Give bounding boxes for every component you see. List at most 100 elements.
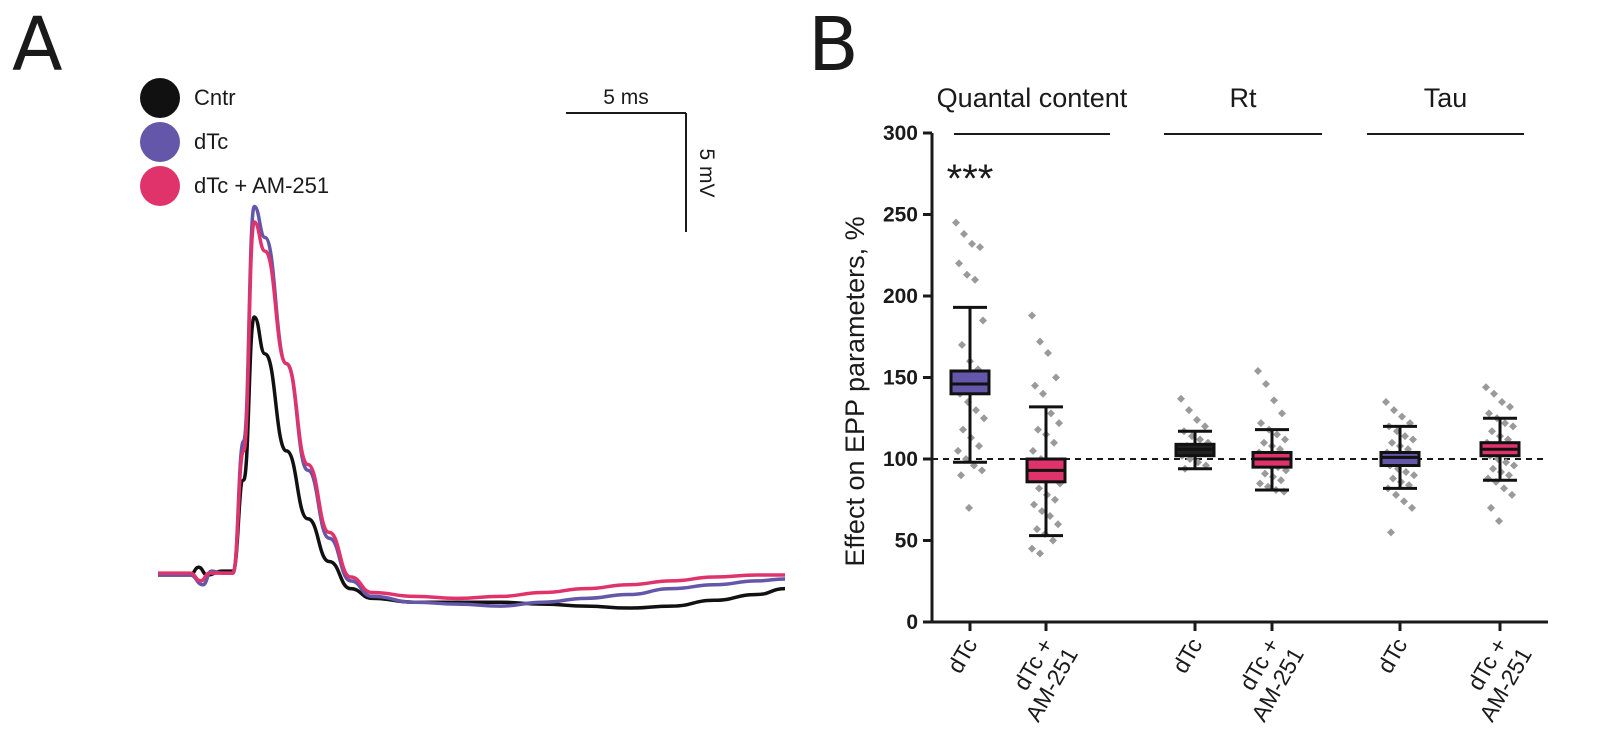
legend-label-dtc-am251: dTc + AM-251: [194, 173, 330, 198]
data-point: [1489, 464, 1497, 473]
data-point: [954, 446, 962, 455]
data-point: [1401, 432, 1409, 441]
data-point: [959, 425, 967, 434]
y-tick-label: 50: [895, 530, 918, 553]
data-point: [965, 503, 973, 512]
data-point: [1054, 520, 1062, 529]
data-point: [1278, 409, 1286, 418]
data-point: [972, 406, 980, 415]
legend: Cntr dTc dTc + AM-251: [140, 76, 329, 208]
data-point: [1490, 389, 1498, 398]
x-tick-label: dTc: [942, 634, 982, 678]
data-point: [1485, 409, 1493, 418]
data-point: [1254, 366, 1262, 375]
data-point: [968, 239, 976, 248]
group-title-rt: Rt: [1230, 83, 1257, 113]
box-quantal-content-dtc: [949, 218, 991, 512]
data-point: [1049, 536, 1057, 545]
data-point: [1028, 544, 1036, 553]
data-point: [1036, 337, 1044, 346]
data-point: [1277, 476, 1285, 485]
data-point: [1389, 474, 1397, 483]
data-point: [1201, 422, 1209, 431]
data-point: [1256, 479, 1264, 488]
data-point: [1177, 394, 1185, 403]
data-point: [952, 218, 960, 227]
data-point: [975, 441, 983, 450]
legend-item-dtc: dTc: [140, 120, 329, 164]
data-point: [1402, 468, 1410, 477]
data-point: [1488, 427, 1496, 436]
panel-a-label: A: [12, 2, 63, 88]
data-point: [1196, 435, 1204, 444]
data-point: [971, 275, 979, 284]
data-point: [1270, 396, 1278, 405]
trace-dtc-am-251: [158, 220, 785, 601]
data-point: [1487, 503, 1495, 512]
data-point: [1030, 500, 1038, 509]
data-point: [1510, 461, 1518, 470]
data-point: [1193, 415, 1201, 424]
box-iqr: [949, 369, 991, 396]
data-point: [980, 414, 988, 423]
legend-label-dtc: dTc: [194, 129, 229, 154]
data-point: [1509, 422, 1517, 431]
data-point: [1390, 406, 1398, 415]
data-point: [1500, 484, 1508, 493]
y-tick-label: 250: [883, 204, 918, 227]
data-point: [960, 230, 968, 239]
data-point: [979, 316, 987, 325]
trace-cntr: [157, 315, 786, 610]
legend-swatch-cntr: [140, 78, 180, 118]
group-title-tau: Tau: [1424, 83, 1468, 113]
panel-b-boxplot: 0 50 100 150 200 250 300 Effect on EPP paramete…: [840, 83, 1548, 726]
data-point: [957, 471, 965, 480]
data-point: [1050, 438, 1058, 447]
data-point: [1502, 458, 1510, 467]
data-point: [1410, 471, 1418, 480]
box-tau-dtc-am-251: [1479, 383, 1521, 525]
scale-bar: 5 ms 5 mV: [566, 86, 718, 232]
box-iqr: [1379, 450, 1421, 468]
panel-a-traces: [157, 204, 786, 610]
y-tick-label: 200: [883, 285, 918, 308]
legend-item-cntr: Cntr: [140, 76, 329, 120]
significance-marker: ***: [947, 157, 994, 201]
group-title-quantal-content: Quantal content: [937, 83, 1128, 113]
legend-swatch-dtc-am251: [140, 166, 180, 206]
data-point: [1038, 507, 1046, 516]
data-point: [1046, 512, 1054, 521]
data-point: [1501, 419, 1509, 428]
x-tick-label: dTc: [1167, 634, 1207, 678]
data-point: [1185, 406, 1193, 415]
data-point: [1051, 495, 1059, 504]
y-tick-label: 0: [906, 611, 918, 634]
x-tick-label: dTc +AM-251: [1224, 630, 1309, 726]
data-point: [1409, 435, 1417, 444]
data-point: [976, 243, 984, 252]
data-point: [1031, 381, 1039, 390]
data-point: [963, 270, 971, 279]
data-point: [1047, 409, 1055, 418]
legend-item-dtc-am251: dTc + AM-251: [140, 164, 329, 208]
scale-bar-time-label: 5 ms: [603, 86, 649, 109]
data-point: [1034, 425, 1042, 434]
scale-bar-voltage-label: 5 mV: [695, 148, 718, 197]
box-rt-dtc: [1174, 394, 1216, 473]
data-point: [1260, 438, 1268, 447]
data-point: [1262, 380, 1270, 389]
data-point: [1388, 438, 1396, 447]
y-tick-label: 300: [883, 122, 918, 145]
data-point: [1039, 389, 1047, 398]
box-quantal-content-dtc-am-251: [1025, 311, 1067, 558]
x-tick-label: dTc: [1372, 634, 1412, 678]
legend-label-cntr: Cntr: [194, 85, 236, 110]
x-tick-label: dTc +AM-251: [1452, 630, 1537, 726]
data-point: [1398, 412, 1406, 421]
data-point: [1508, 490, 1516, 499]
data-point: [1028, 311, 1036, 320]
data-point: [1498, 397, 1506, 406]
y-axis-label: Effect on EPP parameters, %: [840, 216, 870, 566]
box-rt-dtc-am-251: [1251, 366, 1293, 496]
data-point: [1505, 471, 1513, 480]
